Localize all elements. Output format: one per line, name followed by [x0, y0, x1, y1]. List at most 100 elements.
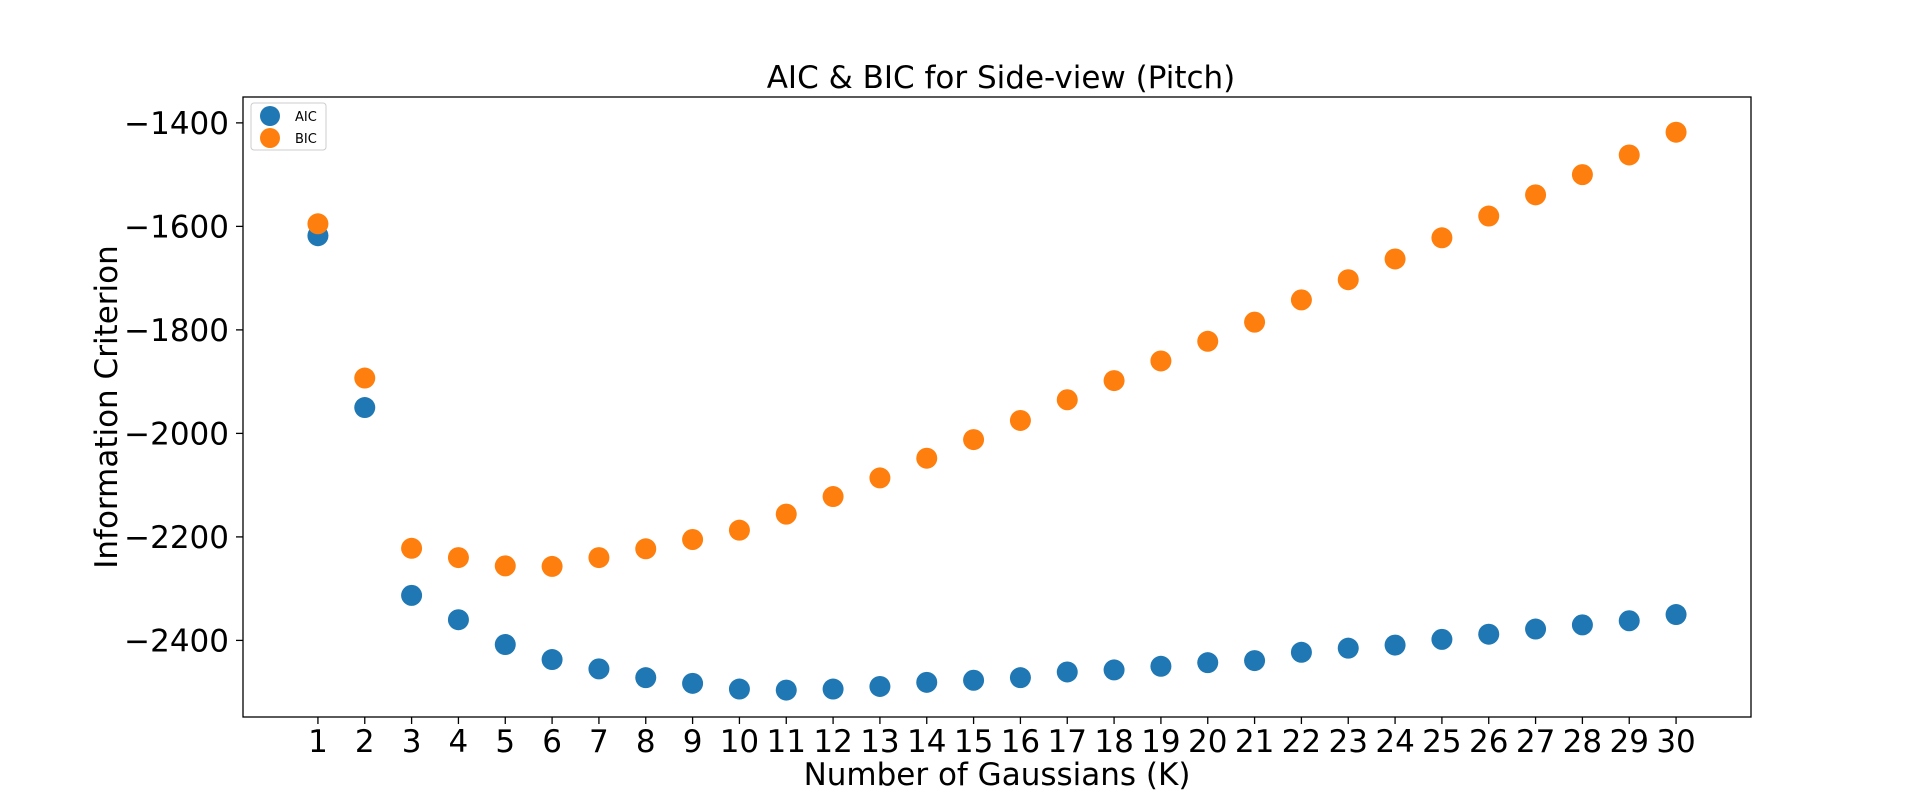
legend-marker-aic [260, 106, 280, 126]
bic-point [447, 547, 469, 569]
bic-point [1009, 409, 1031, 431]
y-tick-label: −1600 [124, 209, 229, 245]
x-tick-label: 17 [1048, 724, 1087, 760]
x-tick-label: 10 [720, 724, 759, 760]
y-tick-label: −2000 [124, 416, 229, 452]
aic-point [447, 609, 469, 631]
aic-point [1244, 650, 1266, 672]
x-tick-label: 11 [767, 724, 806, 760]
x-tick-label: 28 [1563, 724, 1602, 760]
bic-point [1056, 389, 1078, 411]
aic-point [1384, 634, 1406, 656]
aic-point [401, 584, 423, 606]
bic-point [1244, 311, 1266, 333]
aic-point [1618, 610, 1640, 632]
aic-point [494, 634, 516, 656]
y-tick-label: −1400 [124, 106, 229, 142]
aic-point [1197, 652, 1219, 674]
aic-point [1665, 604, 1687, 626]
x-tick-label: 3 [402, 724, 422, 760]
aic-point [916, 671, 938, 693]
legend: AIC BIC [250, 102, 327, 151]
bic-point [401, 537, 423, 559]
aic-point [588, 658, 610, 680]
bic-point [1665, 121, 1687, 143]
x-tick-label: 7 [589, 724, 609, 760]
x-tick-label: 25 [1422, 724, 1461, 760]
aic-point [635, 667, 657, 689]
x-tick-label: 9 [683, 724, 703, 760]
bic-point [494, 555, 516, 577]
bic-point [307, 213, 329, 235]
aic-point [1478, 623, 1500, 645]
bic-point [1618, 144, 1640, 166]
aic-point [775, 679, 797, 701]
x-tick-label: 15 [954, 724, 993, 760]
aic-point [1150, 655, 1172, 677]
aic-point [728, 678, 750, 700]
bic-point [1525, 184, 1547, 206]
x-tick-label: 23 [1329, 724, 1368, 760]
aic-point [1009, 667, 1031, 689]
aic-point [354, 397, 376, 419]
y-tick-label: −1800 [124, 313, 229, 349]
chart-title: AIC & BIC for Side-view (Pitch) [767, 60, 1236, 96]
plot-area [242, 96, 1752, 718]
x-tick-label: 29 [1610, 724, 1649, 760]
x-tick-label: 1 [308, 724, 328, 760]
x-tick-label: 30 [1656, 724, 1695, 760]
x-tick-label: 8 [636, 724, 656, 760]
bic-point [1384, 248, 1406, 270]
aic-point [822, 678, 844, 700]
bic-point [1197, 330, 1219, 352]
series-bic [307, 121, 1687, 577]
bic-point [916, 447, 938, 469]
y-axis: −1400 −1600 −1800 −2000 −2200 −2400 [124, 106, 243, 659]
x-tick-label: 19 [1141, 724, 1180, 760]
bic-point [775, 503, 797, 525]
aic-point [869, 675, 891, 697]
legend-marker-bic [260, 128, 280, 148]
plot-marks [307, 121, 1687, 701]
bic-point [1571, 164, 1593, 186]
aic-point [1525, 618, 1547, 640]
x-tick-label: 20 [1188, 724, 1227, 760]
x-tick-label: 14 [907, 724, 946, 760]
bic-point [354, 367, 376, 389]
aic-point [541, 649, 563, 671]
bic-point [963, 429, 985, 451]
x-tick-label: 21 [1235, 724, 1274, 760]
aic-point [1103, 659, 1125, 681]
bic-point [1290, 289, 1312, 311]
x-tick-label: 13 [860, 724, 899, 760]
x-tick-label: 18 [1094, 724, 1133, 760]
legend-label-bic: BIC [295, 132, 317, 147]
x-axis: 1 2 3 4 5 6 7 8 9 10 11 12 13 14 15 16 17 18 19 20 21 22 23 24 2… [308, 717, 1696, 760]
bic-point [728, 519, 750, 541]
bic-point [1150, 350, 1172, 372]
bic-point [1103, 370, 1125, 392]
x-tick-label: 4 [449, 724, 469, 760]
aic-point [1290, 641, 1312, 663]
y-tick-label: −2200 [124, 520, 229, 556]
y-axis-label: Information Criterion [89, 245, 125, 569]
aic-point [963, 669, 985, 691]
bic-point [682, 528, 704, 550]
aic-point [682, 672, 704, 694]
bic-point [1478, 205, 1500, 227]
aic-point [1337, 637, 1359, 659]
y-tick-label: −2400 [124, 623, 229, 659]
x-tick-label: 26 [1469, 724, 1508, 760]
aic-point [1431, 628, 1453, 650]
x-tick-label: 6 [542, 724, 562, 760]
bic-point [635, 538, 657, 560]
series-aic [307, 225, 1687, 701]
aic-point [1571, 614, 1593, 636]
x-axis-label: Number of Gaussians (K) [804, 757, 1191, 793]
legend-label-aic: AIC [295, 110, 317, 125]
bic-point [1337, 269, 1359, 291]
x-tick-label: 22 [1282, 724, 1321, 760]
x-tick-label: 27 [1516, 724, 1555, 760]
x-tick-label: 16 [1001, 724, 1040, 760]
